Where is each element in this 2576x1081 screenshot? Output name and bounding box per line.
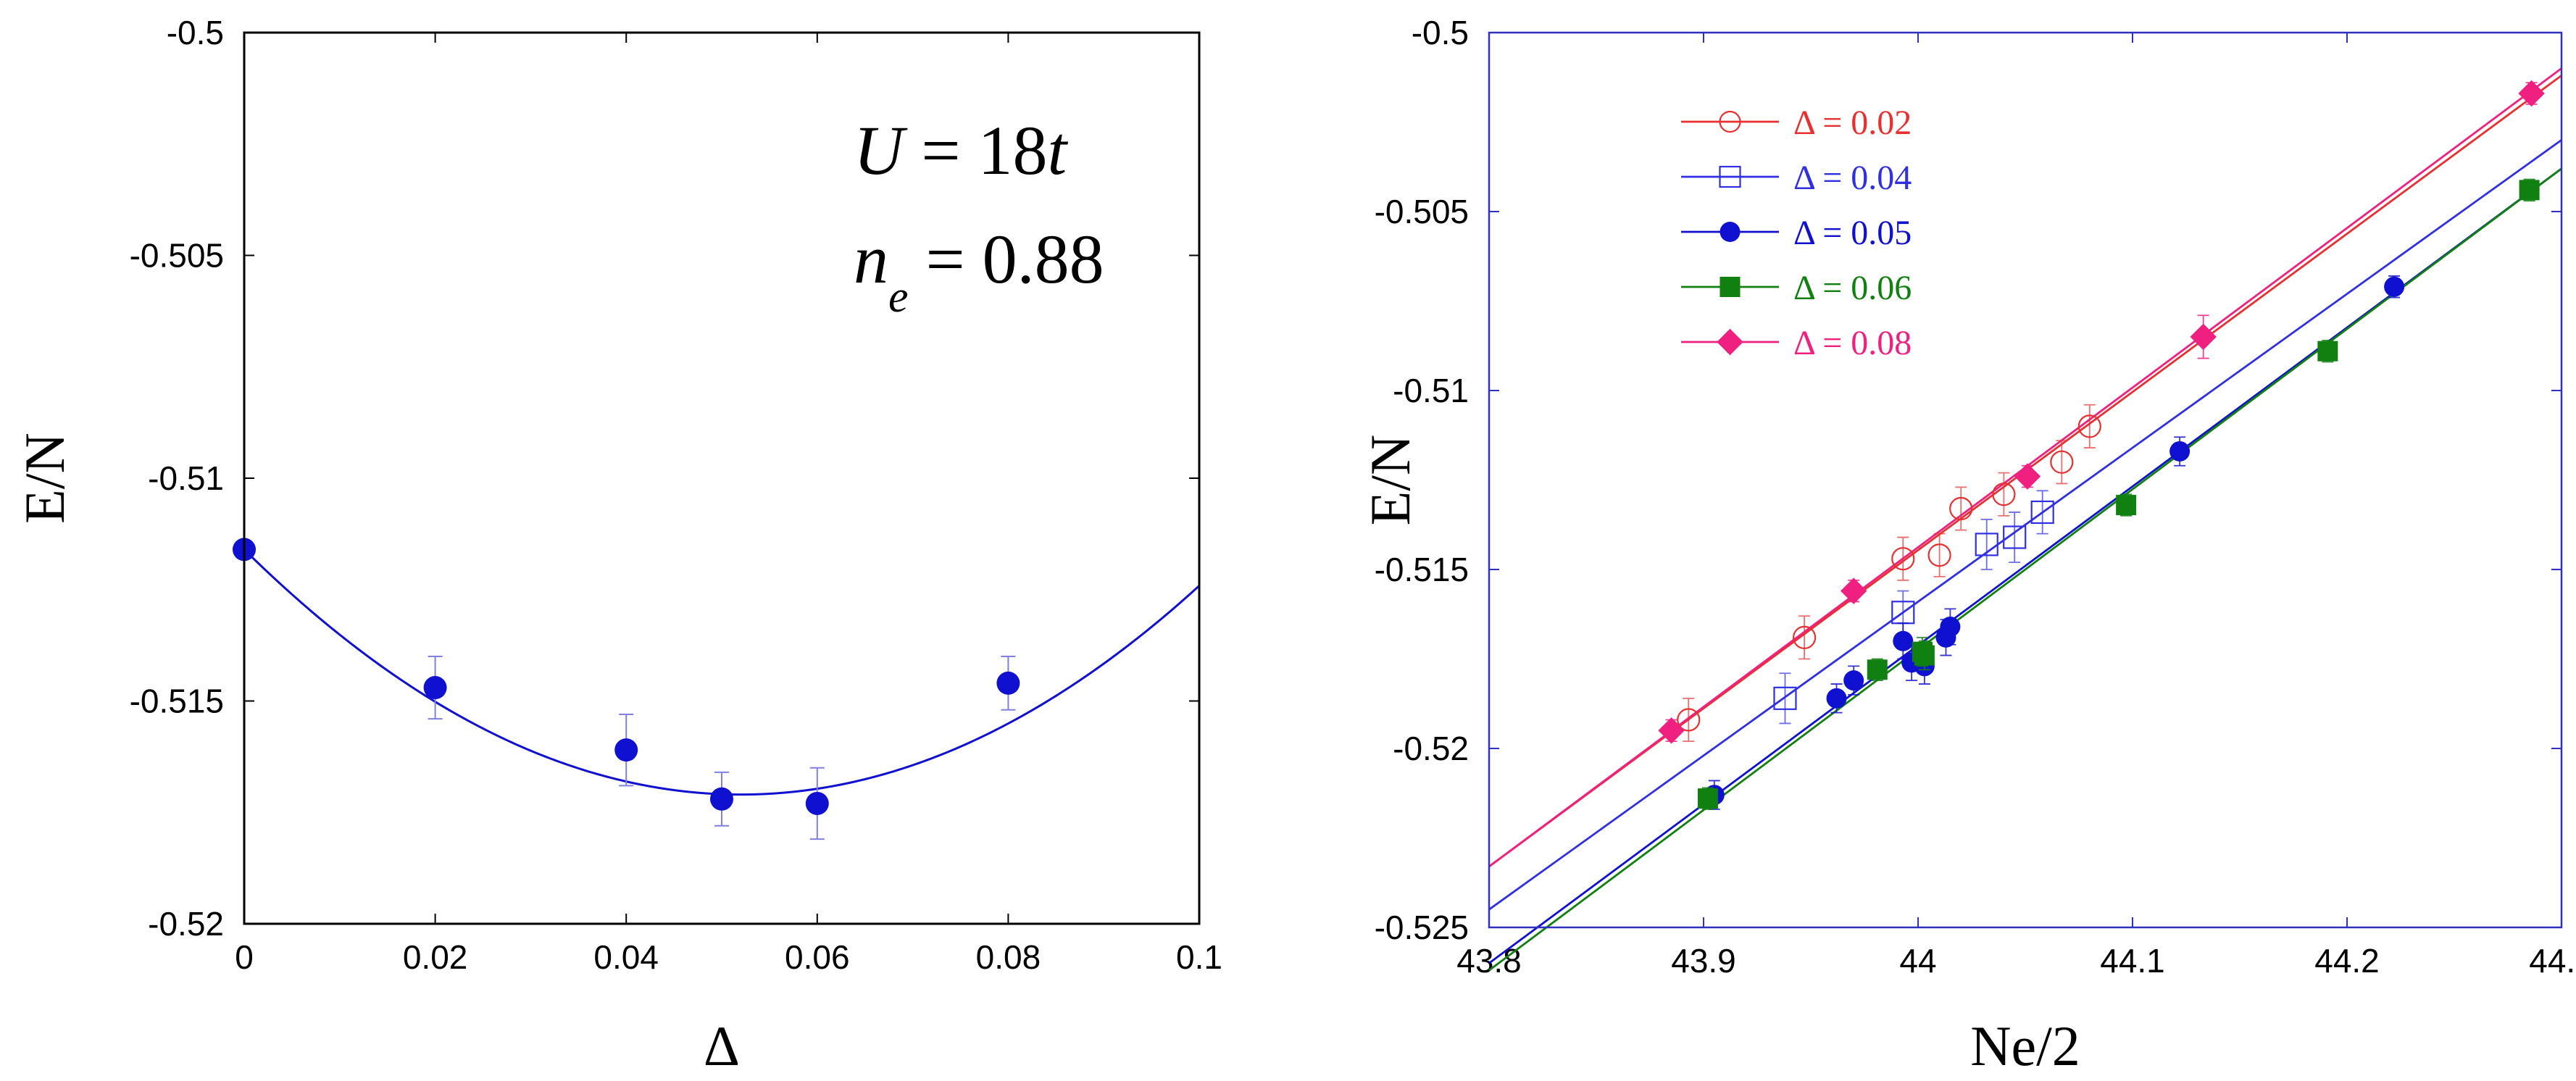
series-2-point <box>1826 688 1847 709</box>
error-bar-group <box>2083 404 2096 448</box>
right-y-tick-label: -0.51 <box>1393 372 1469 409</box>
error-bar-group <box>1683 697 1695 743</box>
legend-label-4: Δ = 0.08 <box>1793 324 1912 362</box>
legend-marker-3 <box>1720 277 1741 297</box>
annotation-ne-value: ne = 0.88 <box>854 220 1104 322</box>
legend-marker-1 <box>1719 165 1741 188</box>
series-4-point <box>2014 463 2041 490</box>
error-bar-group <box>1980 518 1993 570</box>
left-data-point <box>996 671 1020 695</box>
left-data-point <box>710 787 733 811</box>
left-chart: 0 0.02 0.04 0.06 0.08 0.1 -0.5 -0.505 -0.51 -0.51… <box>13 14 1222 1077</box>
left-data-point <box>805 791 829 815</box>
error-bar-group <box>2036 490 2048 535</box>
legend-marker-4 <box>1717 328 1743 356</box>
legend: Δ = 0.02 Δ = 0.04 Δ = 0.05 Δ = 0.06 Δ = 0.08 <box>1681 104 1912 362</box>
series-0-point <box>2077 414 2101 438</box>
series-1-point <box>2030 500 2054 525</box>
left-data-point <box>423 676 447 700</box>
right-y-tick-label: -0.52 <box>1393 730 1469 767</box>
error-bar-group <box>1779 672 1791 725</box>
series-4-point <box>2518 80 2545 107</box>
legend-label-0: Δ = 0.02 <box>1793 104 1912 142</box>
series-0-point <box>1677 708 1701 732</box>
series-1-point <box>2003 525 2027 549</box>
right-x-tick-label: 44 <box>1899 942 1936 980</box>
series-3-point <box>2519 180 2540 201</box>
legend-label-3: Δ = 0.06 <box>1793 269 1912 307</box>
left-x-tick-label: 0.06 <box>785 938 850 976</box>
left-y-tick-label: -0.515 <box>130 683 224 720</box>
series-4-point <box>2190 323 2217 351</box>
right-y-tick-label: -0.5 <box>1412 14 1469 51</box>
series-1-point <box>1773 686 1797 710</box>
series-2-point <box>1843 670 1864 691</box>
series-0-point <box>1927 543 1951 567</box>
error-bar-group <box>1933 533 1946 577</box>
left-y-tick-label: -0.505 <box>130 237 224 275</box>
right-y-tick-label: -0.515 <box>1375 551 1469 588</box>
series-4-point <box>1658 717 1685 744</box>
series-3-point <box>2116 495 2137 516</box>
series-0-point <box>2050 450 2074 474</box>
right-y-tick-label: -0.525 <box>1375 909 1469 946</box>
legend-label-2: Δ = 0.05 <box>1793 214 1912 252</box>
left-y-axis-label: E/N <box>13 433 76 524</box>
error-bar-group <box>1955 486 1967 531</box>
right-x-tick-label: 44.2 <box>2314 942 2380 980</box>
right-x-tick-label: 44.3 <box>2529 942 2576 980</box>
left-y-tick-label: -0.52 <box>148 905 224 943</box>
left-x-tick-label: 0.1 <box>1176 938 1222 976</box>
left-x-tick-label: 0 <box>235 938 254 976</box>
series-0-point <box>1793 625 1817 649</box>
left-y-tick-label: -0.5 <box>167 14 224 51</box>
series-3-point <box>1914 645 1935 666</box>
right-y-tick-label: -0.505 <box>1375 193 1469 230</box>
error-bar-group <box>1998 472 2010 517</box>
right-x-tick-label: 43.9 <box>1671 942 1736 980</box>
series-3-point <box>2317 341 2338 362</box>
series-3-point <box>1697 788 1718 809</box>
left-x-tick-label: 0.08 <box>976 938 1041 976</box>
error-bar-group <box>1897 536 1909 581</box>
series-1-point <box>1975 533 1998 556</box>
left-x-axis-label: Δ <box>704 1014 740 1077</box>
left-plot-frame <box>243 31 1201 925</box>
series-2-point <box>2384 276 2405 297</box>
left-x-tick-label: 0.02 <box>403 938 468 976</box>
fit-line-1 <box>1488 139 2562 911</box>
legend-marker-0 <box>1719 110 1741 133</box>
fit-line-3 <box>1488 167 2562 972</box>
error-bar-group <box>2009 512 2021 564</box>
left-y-tick-label: -0.51 <box>148 459 224 497</box>
series-2-point <box>2169 441 2191 462</box>
series-0-point <box>1891 547 1915 571</box>
annotation-u-value: U = 18t <box>854 112 1068 189</box>
series-3-point <box>1867 659 1888 680</box>
left-fit-curve <box>243 548 1201 796</box>
right-plot-frame <box>1488 31 2563 929</box>
right-y-axis-label: E/N <box>1359 435 1422 526</box>
left-x-tick-label: 0.04 <box>593 938 659 976</box>
error-bar-group <box>1798 615 1811 660</box>
series-0-point <box>1992 483 2016 506</box>
series-2-point <box>1893 630 1914 651</box>
legend-marker-2 <box>1720 222 1741 242</box>
series-2-point <box>1940 617 1961 638</box>
legend-label-1: Δ = 0.04 <box>1793 159 1912 197</box>
right-chart: 43.843.94444.144.244.3-0.5-0.505-0.51-0.… <box>1359 14 2576 1077</box>
error-bar-group <box>2056 440 2068 485</box>
right-x-axis-label: Ne/2 <box>1970 1014 2080 1077</box>
series-4-point <box>1841 577 1867 604</box>
left-data-point <box>614 738 638 762</box>
right-x-tick-label: 44.1 <box>2100 942 2165 980</box>
series-0-point <box>1949 496 1973 521</box>
